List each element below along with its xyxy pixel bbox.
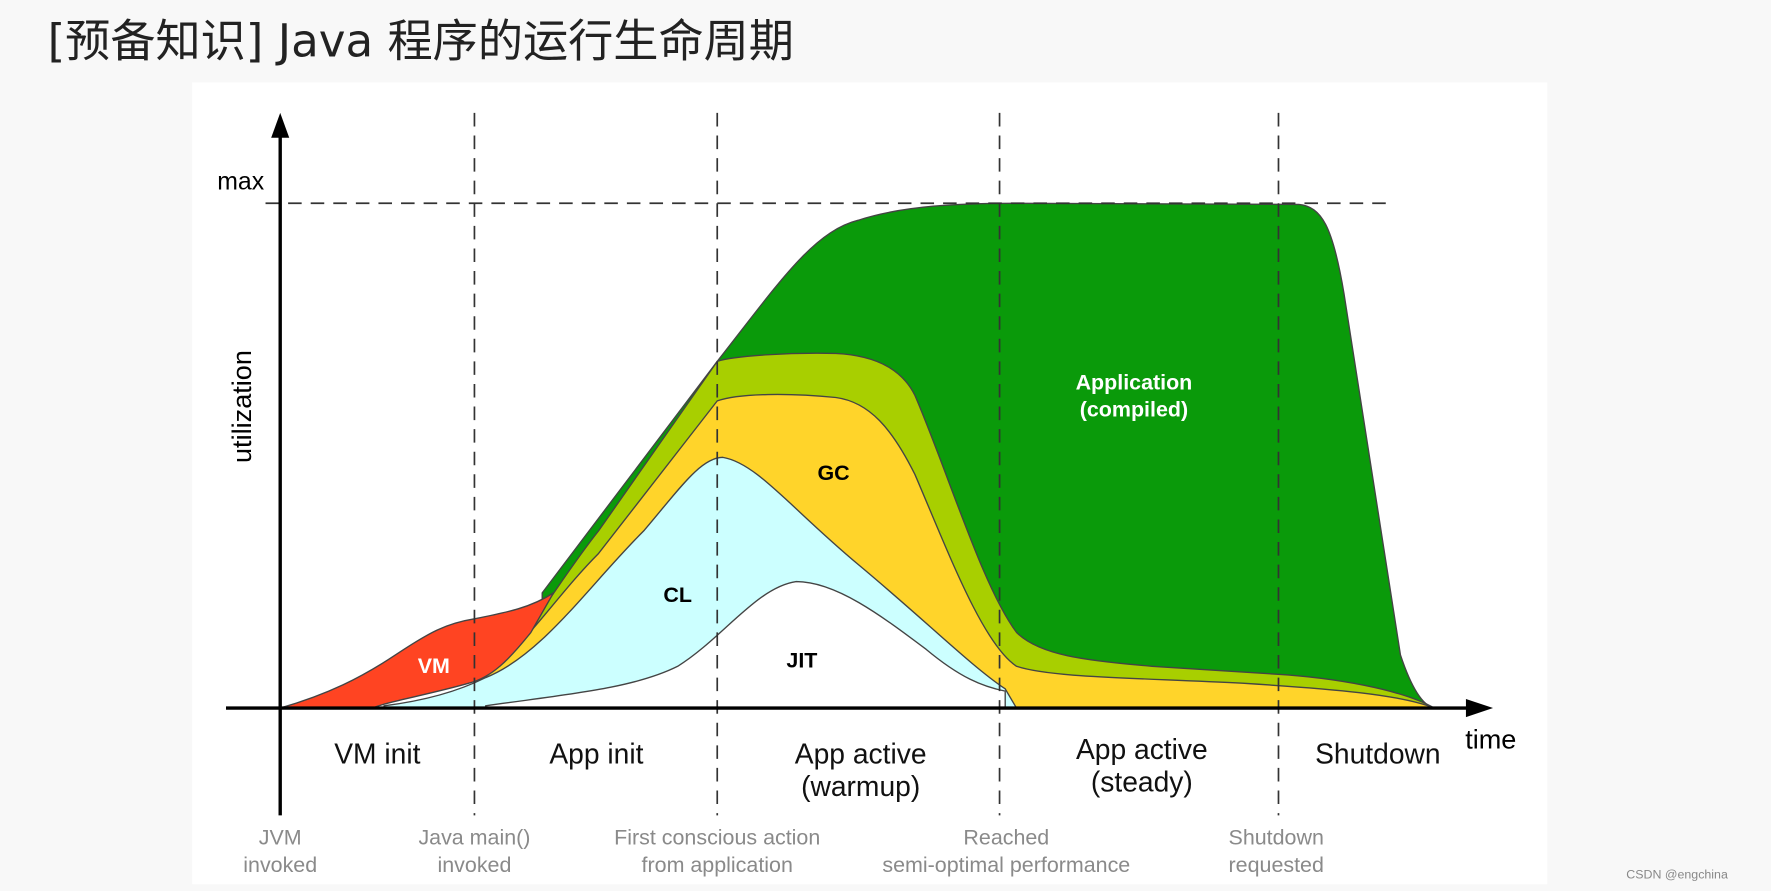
axes bbox=[226, 112, 1494, 816]
y-axis-arrow bbox=[271, 112, 290, 138]
watermark: CSDN @engchina bbox=[1626, 868, 1728, 882]
phase-label-line: VM init bbox=[334, 737, 420, 769]
phase-label: App active (steady) bbox=[1076, 733, 1208, 798]
event-label-line: requested bbox=[1229, 853, 1324, 877]
event-label-line: semi-optimal performance bbox=[882, 853, 1130, 877]
area-label-line: CL bbox=[663, 583, 692, 607]
area-label-line: (compiled) bbox=[1080, 398, 1188, 422]
event-label-line: invoked bbox=[243, 853, 317, 877]
event-label: First conscious action from application bbox=[614, 826, 820, 877]
x-axis-label: time bbox=[1465, 724, 1516, 755]
area-label: VM bbox=[418, 654, 450, 678]
event-label-line: First conscious action bbox=[614, 826, 820, 850]
area-label: JIT bbox=[786, 648, 817, 672]
event-label-line: invoked bbox=[437, 853, 511, 877]
event-label-line: Java main() bbox=[418, 826, 530, 850]
area-label: GC bbox=[817, 461, 849, 485]
area-label-line: GC bbox=[817, 461, 849, 485]
event-label: Shutdown requested bbox=[1229, 826, 1324, 877]
phase-label: Shutdown bbox=[1315, 737, 1441, 769]
phase-label: App active (warmup) bbox=[795, 737, 927, 802]
event-label: Java main() invoked bbox=[418, 826, 530, 877]
phase-label-line: App active bbox=[795, 737, 927, 769]
phase-label-line: (steady) bbox=[1091, 766, 1193, 798]
phase-label-line: (warmup) bbox=[801, 770, 920, 802]
area-label: Application (compiled) bbox=[1076, 371, 1193, 422]
areas bbox=[280, 202, 1437, 709]
guides bbox=[265, 112, 1390, 816]
slide-title: [预备知识] Java 程序的运行生命周期 bbox=[48, 14, 794, 67]
area-label: CL bbox=[663, 583, 692, 607]
phase-label-line: App init bbox=[549, 737, 643, 769]
y-axis-label: utilization bbox=[226, 350, 257, 463]
phase-label: VM init bbox=[334, 737, 420, 769]
event-label-line: from application bbox=[642, 853, 793, 877]
area-label-line: JIT bbox=[786, 648, 817, 672]
event-label-line: JVM bbox=[259, 826, 302, 850]
event-label-line: Shutdown bbox=[1229, 826, 1324, 850]
max-label: max bbox=[217, 169, 264, 196]
event-label: Reached semi-optimal performance bbox=[882, 826, 1130, 877]
phase-label-line: App active bbox=[1076, 733, 1208, 765]
event-label-line: Reached bbox=[963, 826, 1049, 850]
event-label: JVM invoked bbox=[243, 826, 317, 877]
area-label-line: Application bbox=[1076, 371, 1193, 395]
phase-label-line: Shutdown bbox=[1315, 737, 1441, 769]
vm-area bbox=[280, 592, 555, 709]
phase-label: App init bbox=[549, 737, 643, 769]
area-label-line: VM bbox=[418, 654, 450, 678]
x-axis-arrow bbox=[1465, 699, 1494, 718]
jit-area bbox=[485, 580, 1006, 709]
